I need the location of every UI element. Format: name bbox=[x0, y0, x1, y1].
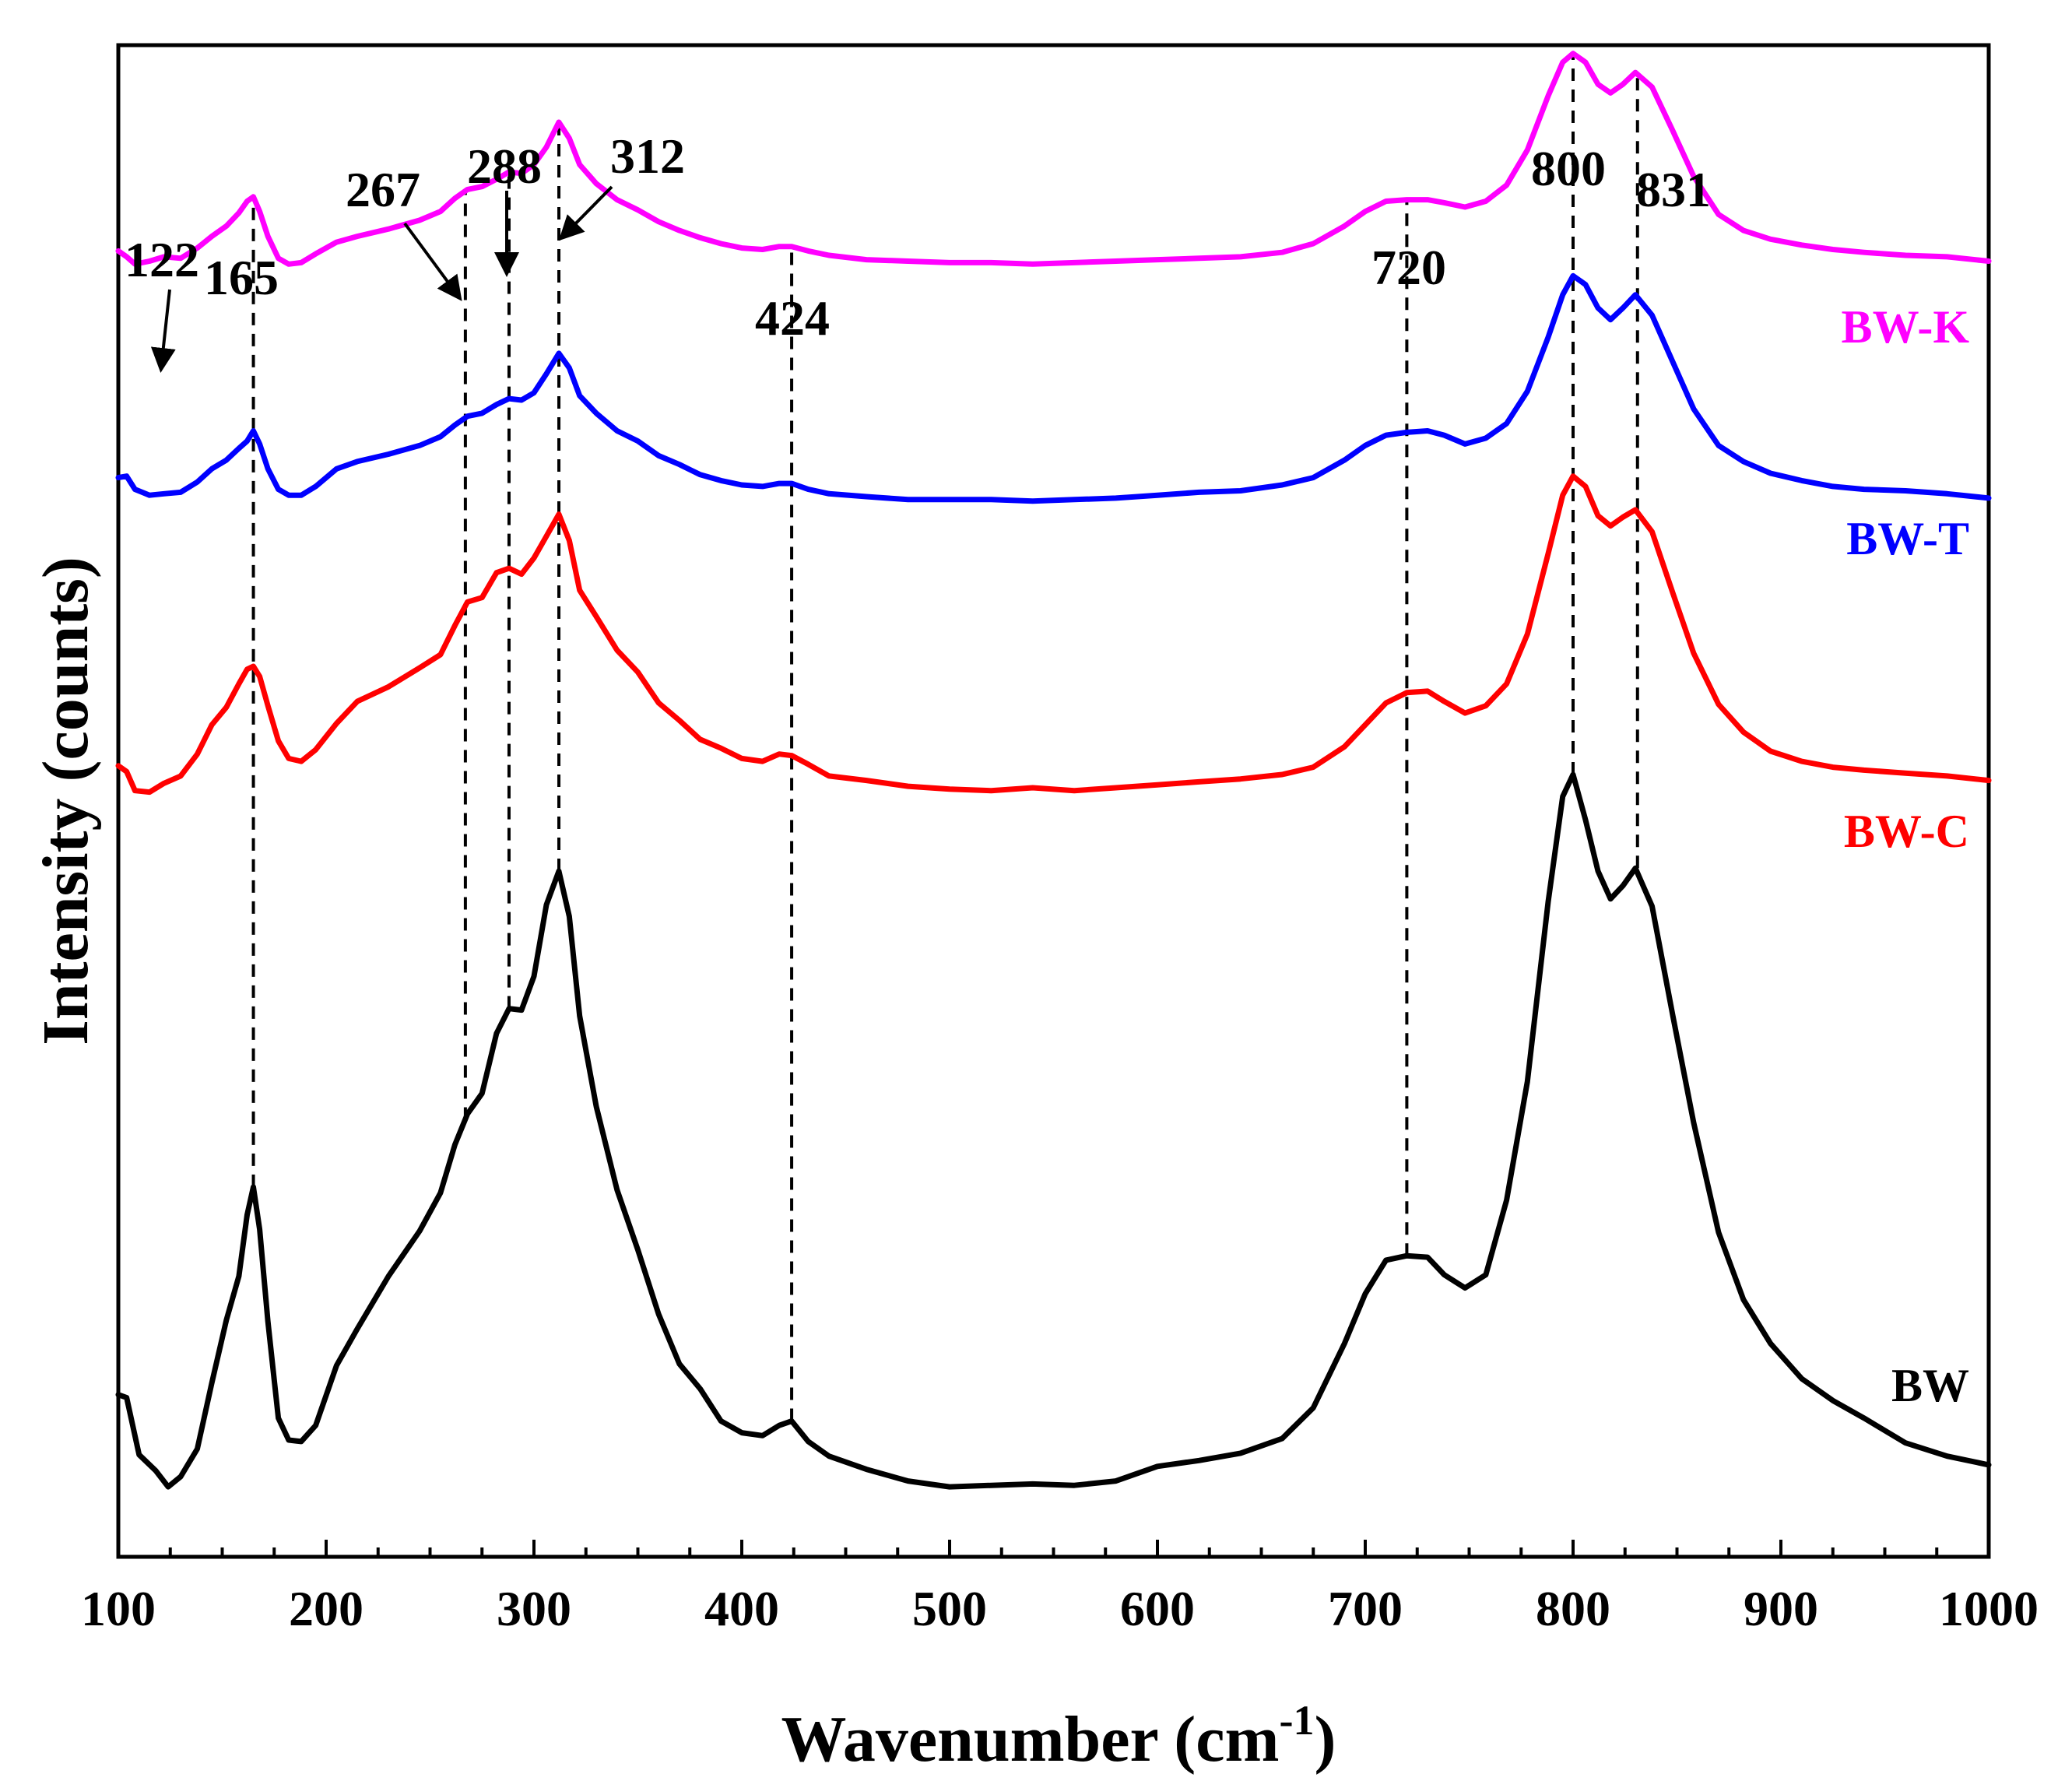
series-line-bw-c bbox=[115, 473, 1992, 796]
peak-arrow-122 bbox=[150, 289, 176, 373]
x-tick-label-200: 200 bbox=[289, 1581, 363, 1636]
peak-label-312: 312 bbox=[610, 128, 685, 184]
peak-annotations: 122 165 267 288 312 424 720 800 831 bbox=[125, 128, 1711, 373]
peak-label-267: 267 bbox=[346, 162, 420, 217]
peak-arrow-312 bbox=[558, 185, 613, 241]
peak-label-122: 122 bbox=[125, 232, 199, 287]
peak-label-424: 424 bbox=[755, 290, 830, 346]
x-axis-title-superscript: -1 bbox=[1280, 1697, 1315, 1744]
peak-reference-lines bbox=[251, 53, 1639, 1421]
spectra-series bbox=[115, 51, 1992, 1490]
series-label-bw: BW bbox=[1891, 1360, 1969, 1411]
x-tick-label-1000: 1000 bbox=[1939, 1581, 2039, 1636]
series-label-bw-t: BW-T bbox=[1846, 513, 1969, 564]
series-labels: BW BW-C BW-T BW-K bbox=[1842, 301, 1970, 1411]
x-tick-label-100: 100 bbox=[81, 1581, 156, 1636]
peak-label-165: 165 bbox=[204, 250, 279, 305]
series-line-bw-k bbox=[115, 51, 1992, 267]
series-label-bw-k: BW-K bbox=[1842, 301, 1970, 353]
peak-arrow-267 bbox=[403, 222, 462, 301]
peak-label-800: 800 bbox=[1531, 141, 1606, 196]
x-tick-label-900: 900 bbox=[1744, 1581, 1818, 1636]
peak-label-720: 720 bbox=[1371, 240, 1446, 295]
x-axis-title: Wavenumber (cm-1) bbox=[781, 1697, 1336, 1776]
x-tick-label-400: 400 bbox=[704, 1581, 779, 1636]
y-axis-title: Intensity (counts) bbox=[30, 557, 102, 1045]
x-tick-label-500: 500 bbox=[912, 1581, 987, 1636]
x-axis-ticks: 100 200 300 400 500 600 700 800 900 1000 bbox=[81, 1540, 2039, 1636]
plot-frame bbox=[116, 43, 1991, 1559]
series-label-bw-c: BW-C bbox=[1844, 806, 1969, 857]
x-tick-label-800: 800 bbox=[1536, 1581, 1610, 1636]
series-line-bw bbox=[115, 771, 1992, 1490]
x-tick-label-300: 300 bbox=[497, 1581, 571, 1636]
x-tick-label-700: 700 bbox=[1328, 1581, 1403, 1636]
x-tick-label-600: 600 bbox=[1120, 1581, 1195, 1636]
peak-label-288: 288 bbox=[467, 139, 542, 194]
series-line-bw-t bbox=[115, 272, 1992, 504]
peak-label-831: 831 bbox=[1636, 162, 1711, 217]
